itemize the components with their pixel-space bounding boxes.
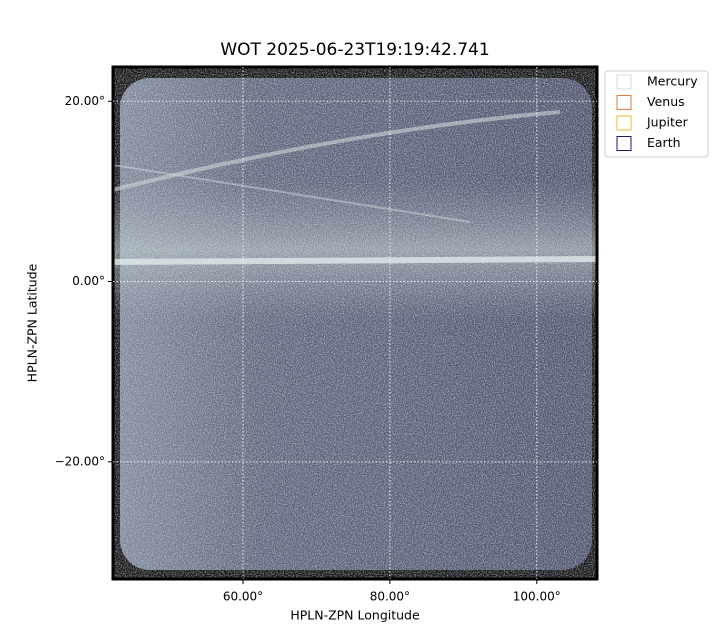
legend-swatch (616, 95, 632, 110)
chart-title: WOT 2025-06-23T19:19:42.741 (220, 40, 489, 60)
legend-swatch (616, 74, 632, 90)
grid (113, 67, 597, 579)
y-tick-label: 0.00° (72, 274, 105, 288)
legend-label: Earth (647, 135, 681, 150)
x-tick-label: 100.00° (513, 590, 561, 604)
legend-swatch (616, 115, 632, 131)
star-noise (113, 67, 597, 579)
image (111, 65, 599, 581)
axes-frame (111, 65, 599, 581)
legend-label: Jupiter (646, 115, 689, 130)
y-axis-label: HPLN-ZPN Latitude (25, 263, 40, 382)
y-tick-label: 20.00° (65, 94, 105, 108)
y-tick-label: −20.00° (55, 454, 105, 468)
x-tick-label: 60.00° (223, 590, 263, 604)
legend-swatch (616, 136, 632, 151)
x-tick-label: 80.00° (370, 590, 410, 604)
legend (604, 70, 709, 158)
legend-label: Venus (647, 94, 685, 109)
x-axis-label: HPLN-ZPN Longitude (290, 608, 420, 623)
legend-label: Mercury (647, 74, 698, 89)
